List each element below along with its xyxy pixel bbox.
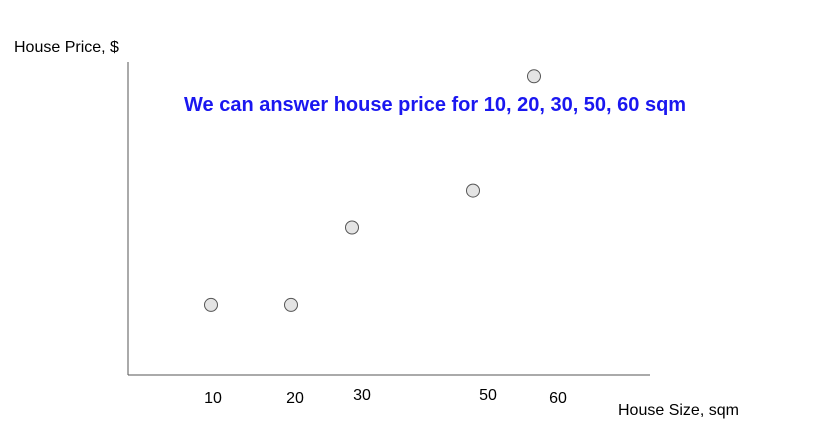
data-point: [466, 183, 480, 198]
data-point: [345, 220, 359, 235]
x-tick-label: 20: [286, 390, 304, 407]
data-point: [204, 297, 218, 312]
data-point: [284, 297, 298, 312]
y-axis-label: House Price, $: [14, 39, 119, 56]
x-axis-label: House Size, sqm: [618, 402, 739, 419]
data-points: [204, 69, 541, 312]
data-point: [527, 69, 541, 84]
x-tick-label: 30: [353, 387, 371, 404]
x-tick-label: 50: [479, 387, 497, 404]
x-tick-label: 60: [549, 390, 567, 407]
x-tick-labels: 10 20 30 50 60: [204, 387, 567, 407]
x-tick-label: 10: [204, 390, 222, 407]
annotation-text: We can answer house price for 10, 20, 30…: [184, 94, 686, 116]
